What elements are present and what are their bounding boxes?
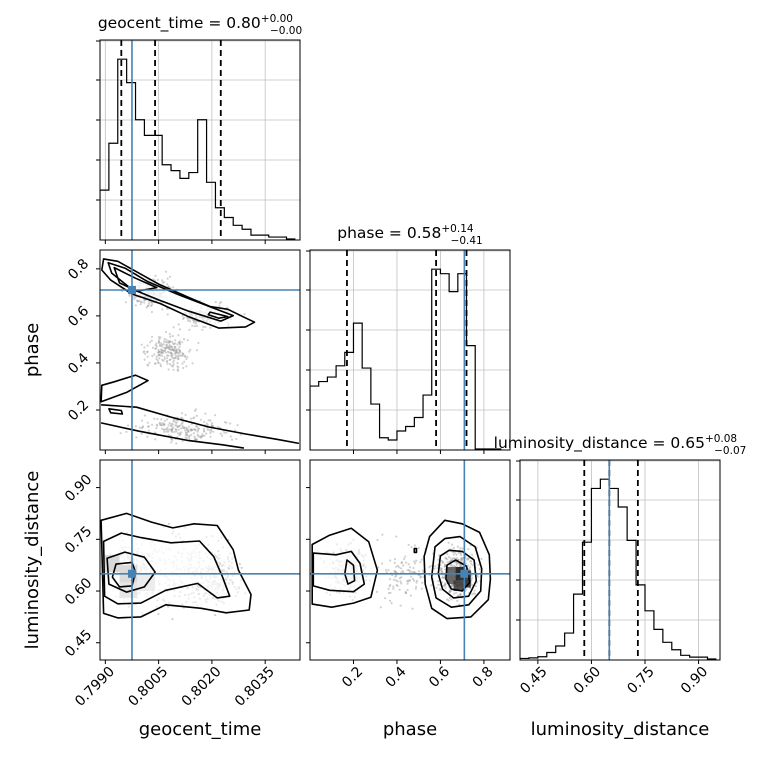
contour-line bbox=[106, 551, 156, 593]
contour-line bbox=[100, 422, 245, 449]
panel-1-1: phase = 0.58+0.14 −0.41 bbox=[306, 223, 511, 454]
x-tick-label: 0.7990 bbox=[72, 664, 118, 710]
x-tick-label: 0.45 bbox=[517, 664, 550, 697]
x-tick-label: 0.75 bbox=[624, 664, 657, 697]
x-tick-label: 0.8035 bbox=[232, 664, 278, 710]
axes-frame bbox=[99, 39, 301, 241]
title-phase: phase = 0.58+0.14 −0.41 bbox=[337, 223, 483, 247]
contour-line bbox=[423, 519, 492, 620]
panel-0-0: geocent_time = 0.80+0.00 −0.00 bbox=[96, 13, 302, 244]
y-axis-label-phase: phase bbox=[22, 323, 43, 377]
x-axis-label-phase: phase bbox=[383, 719, 437, 740]
title-geocent_time: geocent_time = 0.80+0.00 −0.00 bbox=[98, 13, 302, 37]
contour-line bbox=[100, 374, 149, 403]
panel-2-2: luminosity_distance = 0.65+0.08 −0.07 0.45… bbox=[494, 433, 747, 697]
x-tick-label: 0.8 bbox=[470, 664, 497, 691]
panel-2-1: 0.2 0.4 0.6 0.8 bbox=[306, 459, 511, 691]
histogram-phase bbox=[310, 268, 502, 450]
y-tick-label: 0.2 bbox=[65, 397, 92, 424]
y-tick-label: 0.60 bbox=[62, 575, 95, 608]
y-axis-label-luminosity-distance: luminosity_distance bbox=[22, 471, 43, 650]
panel-2-0: 0.45 0.60 0.75 0.90 0.7990 0.8005 0.8020 0.8035 bbox=[62, 459, 301, 710]
axes-frame bbox=[309, 249, 511, 451]
density-block bbox=[453, 580, 465, 592]
histogram-geocent_time bbox=[100, 58, 296, 240]
contour-line bbox=[108, 408, 124, 415]
x-tick-label: 0.6 bbox=[426, 664, 453, 691]
y-tick-label: 0.75 bbox=[62, 523, 95, 556]
axes-frame bbox=[99, 249, 301, 451]
contour-line bbox=[101, 404, 300, 445]
axes-frame bbox=[519, 459, 721, 661]
y-tick-label: 0.45 bbox=[62, 627, 95, 660]
truth-marker bbox=[127, 569, 136, 578]
contour-line bbox=[445, 559, 471, 592]
truth-marker bbox=[460, 569, 469, 578]
density-block bbox=[446, 566, 456, 585]
x-axis-label-geocent-time: geocent_time bbox=[139, 719, 262, 740]
axes-frame bbox=[99, 459, 301, 661]
contour-line bbox=[207, 311, 229, 319]
axes-frame bbox=[309, 459, 511, 661]
y-tick-label: 0.6 bbox=[65, 303, 92, 330]
x-tick-label: 0.4 bbox=[383, 664, 410, 691]
x-tick-label: 0.8020 bbox=[179, 664, 225, 710]
y-tick-label: 0.4 bbox=[65, 350, 92, 377]
contour-line bbox=[413, 547, 418, 554]
y-tick-label: 0.90 bbox=[62, 472, 95, 505]
contour-line bbox=[107, 261, 234, 322]
contour-line bbox=[430, 535, 483, 608]
panel-1-0: 0.2 0.4 0.6 0.8 bbox=[65, 249, 301, 454]
contour-line bbox=[312, 550, 366, 593]
title-luminosity_distance: luminosity_distance = 0.65+0.08 −0.07 bbox=[494, 433, 747, 457]
x-tick-label: 0.2 bbox=[339, 664, 366, 691]
density-block bbox=[464, 570, 471, 588]
histogram-luminosity_distance bbox=[520, 478, 717, 660]
x-tick-label: 0.60 bbox=[571, 664, 604, 697]
x-tick-label: 0.8005 bbox=[125, 664, 171, 710]
contour-line bbox=[102, 532, 231, 605]
x-axis-label-luminosity-distance: luminosity_distance bbox=[531, 719, 710, 740]
truth-marker bbox=[127, 286, 136, 294]
contour-line bbox=[344, 559, 356, 585]
x-tick-label: 0.90 bbox=[678, 664, 711, 697]
contour-line bbox=[437, 549, 478, 599]
y-tick-label: 0.8 bbox=[65, 256, 92, 283]
